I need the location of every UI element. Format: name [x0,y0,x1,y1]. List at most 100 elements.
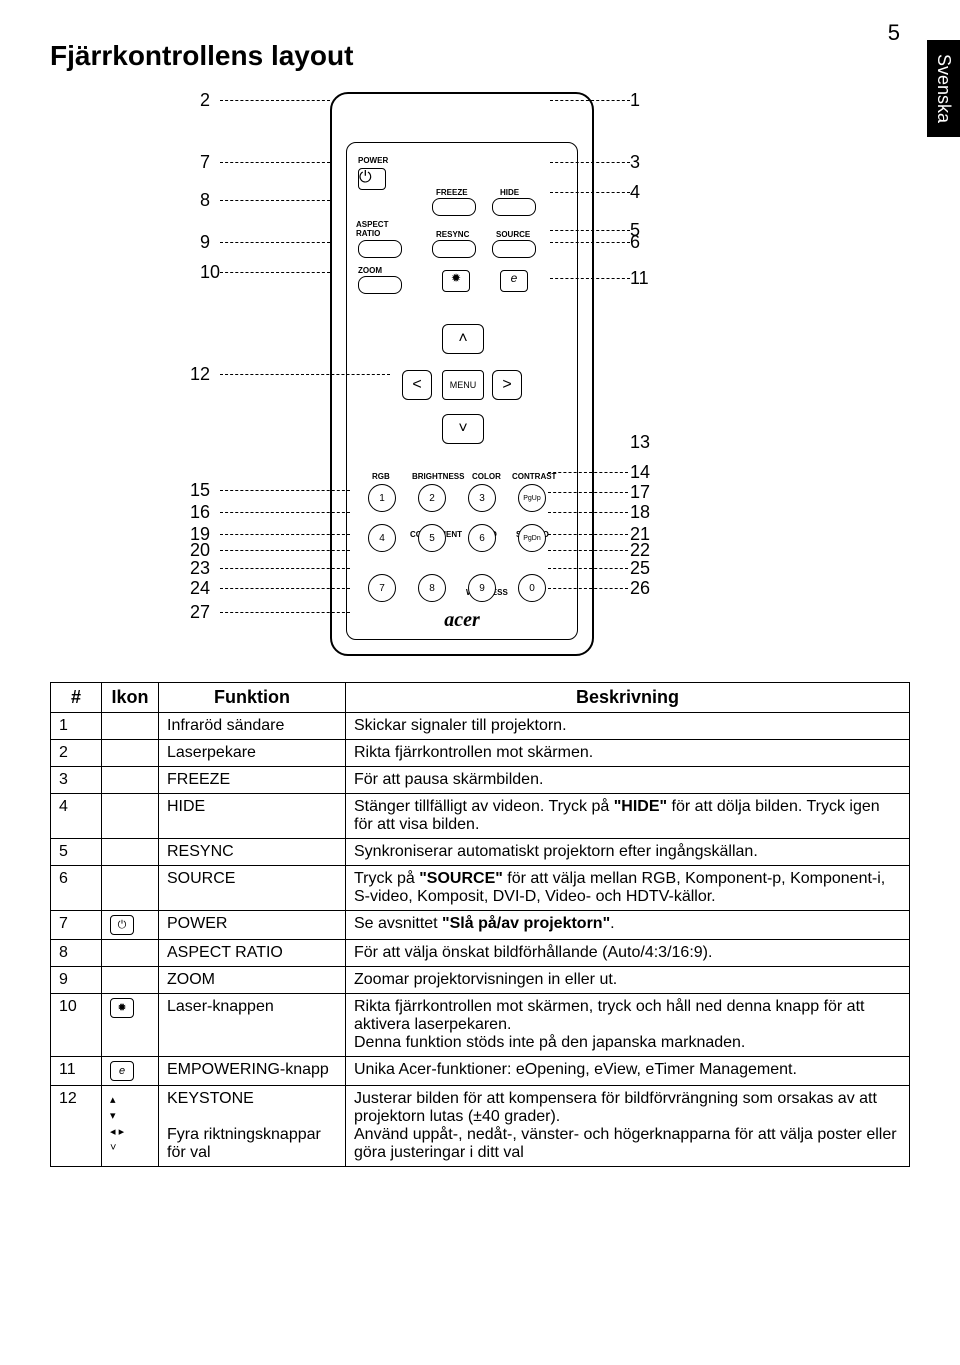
cell-desc: Se avsnittet "Slå på/av projektorn". [346,911,910,940]
table-row: 10✹Laser-knappenRikta fjärrkontrollen mo… [51,994,910,1057]
callout-15: 15 [190,480,210,501]
btn-empowering: e [500,270,528,292]
callout-11: 11 [630,268,649,289]
cell-desc: Zoomar projektorvisningen in eller ut. [346,967,910,994]
label-freeze: FREEZE [436,188,468,197]
cell-func: SOURCE [159,866,346,911]
callout-18: 18 [630,502,650,523]
numpad-6: 6 [468,524,496,552]
numpad-4: 4 [368,524,396,552]
cell-icon [102,794,159,839]
table-row: 8 ASPECT RATIOFör att välja önskat bildfö… [51,940,910,967]
table-row: 6 SOURCETryck på "SOURCE" för att välja m… [51,866,910,911]
callout-26: 26 [630,578,650,599]
cell-num: 6 [51,866,102,911]
callout-24: 24 [190,578,210,599]
table-row: 7⏻POWERSe avsnittet "Slå på/av projektor… [51,911,910,940]
cell-num: 4 [51,794,102,839]
label-contrast: CONTRAST [512,472,556,481]
callout-16: 16 [190,502,210,523]
cell-desc: För att välja önskat bildförhållande (Au… [346,940,910,967]
cell-num: 1 [51,713,102,740]
label-rgb: RGB [372,472,390,481]
cell-func: Infraröd sändare [159,713,346,740]
th-func: Funktion [159,683,346,713]
cell-icon: ✹ [102,994,159,1057]
cell-icon [102,866,159,911]
label-hide: HIDE [500,188,519,197]
cell-func: Laserpekare [159,740,346,767]
cell-num: 10 [51,994,102,1057]
table-row: 9ZOOMZoomar projektorvisningen in eller … [51,967,910,994]
btn-up: ˄ [442,324,484,354]
cell-func: FREEZE [159,767,346,794]
cell-func: KEYSTONEFyra riktningsknappar för val [159,1086,346,1167]
page-title: Fjärrkontrollens layout [50,40,910,72]
callout-4: 4 [630,182,640,203]
cell-num: 7 [51,911,102,940]
cell-icon [102,839,159,866]
cell-icon [102,740,159,767]
table-row: 5RESYNCSynkroniserar automatiskt projekt… [51,839,910,866]
numpad-2: 2 [418,484,446,512]
numpad-5: 5 [418,524,446,552]
table-row: 12▴▾◂ ▸˅KEYSTONEFyra riktningsknappar fö… [51,1086,910,1167]
label-resync: RESYNC [436,230,469,239]
cell-func: POWER [159,911,346,940]
page-number: 5 [888,20,900,46]
callout-2: 2 [200,90,210,111]
numpad-1: 1 [368,484,396,512]
numpad-7: 7 [368,574,396,602]
cell-desc: För att pausa skärmbilden. [346,767,910,794]
cell-num: 5 [51,839,102,866]
cell-num: 3 [51,767,102,794]
cell-func: ASPECT RATIO [159,940,346,967]
cell-icon: e [102,1057,159,1086]
cell-icon: ▴▾◂ ▸˅ [102,1086,159,1167]
label-aspect: ASPECT RATIO [356,220,392,238]
callout-10: 10 [200,262,220,283]
btn-resync [432,240,476,258]
table-row: 1Infraröd sändareSkickar signaler till p… [51,713,910,740]
cell-desc: Unika Acer-funktioner: eOpening, eView, … [346,1057,910,1086]
cell-icon: ⏻ [102,911,159,940]
cell-num: 9 [51,967,102,994]
btn-left: < [402,370,432,400]
btn-power: ⏻ [358,168,386,190]
cell-desc: Justerar bilden för att kompensera för b… [346,1086,910,1167]
btn-laser: ✹ [442,270,470,292]
callout-8: 8 [200,190,210,211]
btn-source [492,240,536,258]
cell-icon [102,767,159,794]
btn-right: > [492,370,522,400]
page: 5 Svenska Fjärrkontrollens layout POWER … [0,0,960,1197]
arrow-pad: ˄ < MENU > ˅ [402,324,522,444]
callout-23: 23 [190,558,210,579]
numpad-9: 9 [468,574,496,602]
numpad-pgdn: PgDn [518,524,546,552]
cell-num: 11 [51,1057,102,1086]
cell-desc: Rikta fjärrkontrollen mot skärmen. [346,740,910,767]
label-source: SOURCE [496,230,530,239]
cell-desc: Stänger tillfälligt av videon. Tryck på … [346,794,910,839]
callout-25: 25 [630,558,650,579]
cell-num: 8 [51,940,102,967]
label-brightness: BRIGHTNESS [412,472,464,481]
btn-menu: MENU [442,370,484,400]
cell-desc: Tryck på "SOURCE" för att välja mellan R… [346,866,910,911]
numpad-3: 3 [468,484,496,512]
callout-7: 7 [200,152,210,173]
callout-17: 17 [630,482,650,503]
callout-9: 9 [200,232,210,253]
callout-13: 13 [630,432,650,453]
btn-aspect [358,240,402,258]
btn-zoom [358,276,402,294]
label-color: COLOR [472,472,501,481]
table-row: 4HIDEStänger tillfälligt av videon. Tryc… [51,794,910,839]
table-row: 11eEMPOWERING-knappUnika Acer-funktioner… [51,1057,910,1086]
callout-3: 3 [630,152,640,173]
remote-diagram: POWER ⏻ FREEZE HIDE ASPECT RATIO RESYNC … [50,82,910,662]
btn-freeze [432,198,476,216]
th-icon: Ikon [102,683,159,713]
label-zoom: ZOOM [358,266,382,275]
